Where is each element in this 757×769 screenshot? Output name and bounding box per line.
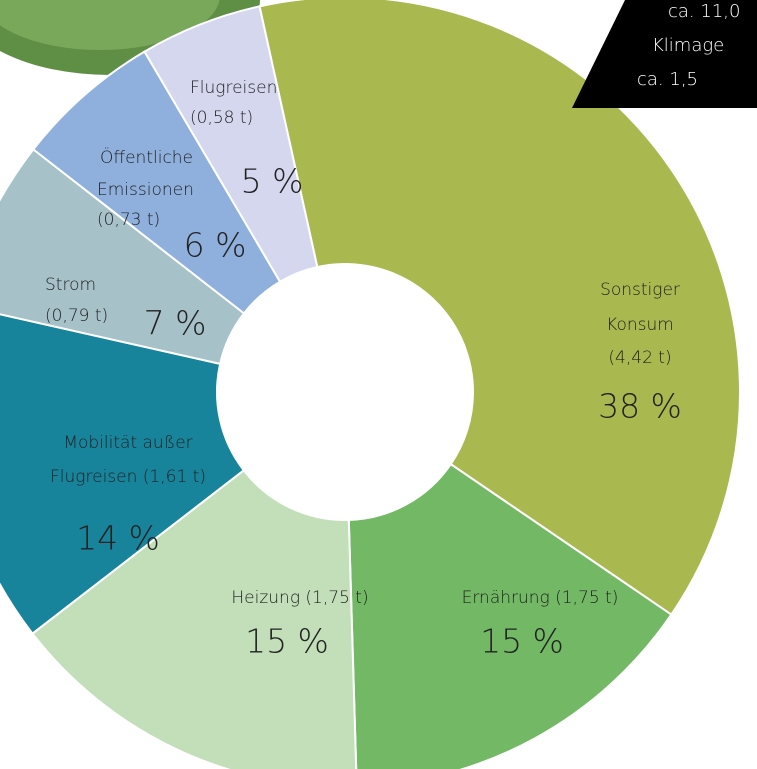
segment-label: (0,73 t) xyxy=(97,210,160,230)
segment-label: Flugreisen xyxy=(190,78,277,98)
segment-label: (0,79 t) xyxy=(45,306,108,326)
segment-label: Mobilität außer xyxy=(63,433,192,453)
percent-label: 38 % xyxy=(598,387,682,426)
callout-text: ca. 11,0 xyxy=(668,1,740,22)
segment-label: Ernährung (1,75 t) xyxy=(462,588,619,608)
callout-text: ca. 1,5 xyxy=(637,69,698,90)
wedge xyxy=(143,5,319,284)
percent-label: 6 % xyxy=(184,226,247,265)
segment-label: Öffentliche xyxy=(100,146,193,168)
wedge xyxy=(347,462,673,769)
segment-label: Heizung (1,75 t) xyxy=(231,588,368,608)
callout-box xyxy=(572,0,757,108)
donut xyxy=(0,0,741,769)
percent-label: 15 % xyxy=(245,622,329,661)
segment-label: Emissionen xyxy=(97,180,194,200)
segment-label: Strom xyxy=(45,275,96,295)
callout-text: Klimage xyxy=(652,35,724,56)
percent-label: 5 % xyxy=(241,162,304,201)
wedge xyxy=(0,313,246,635)
wedge xyxy=(258,0,741,616)
segment-label: (4,42 t) xyxy=(608,348,671,368)
segment-label: Flugreisen (1,61 t) xyxy=(50,467,206,487)
percent-label: 7 % xyxy=(144,304,207,343)
segment-label: Sonstiger xyxy=(600,280,680,300)
wedge xyxy=(31,468,358,769)
wedge xyxy=(0,147,246,366)
percent-label: 14 % xyxy=(76,519,160,558)
segment-label: Konsum xyxy=(606,315,674,335)
percent-label: 15 % xyxy=(480,622,564,661)
grass-image-highlight xyxy=(0,0,220,50)
segment-label: (0,58 t) xyxy=(190,108,253,128)
